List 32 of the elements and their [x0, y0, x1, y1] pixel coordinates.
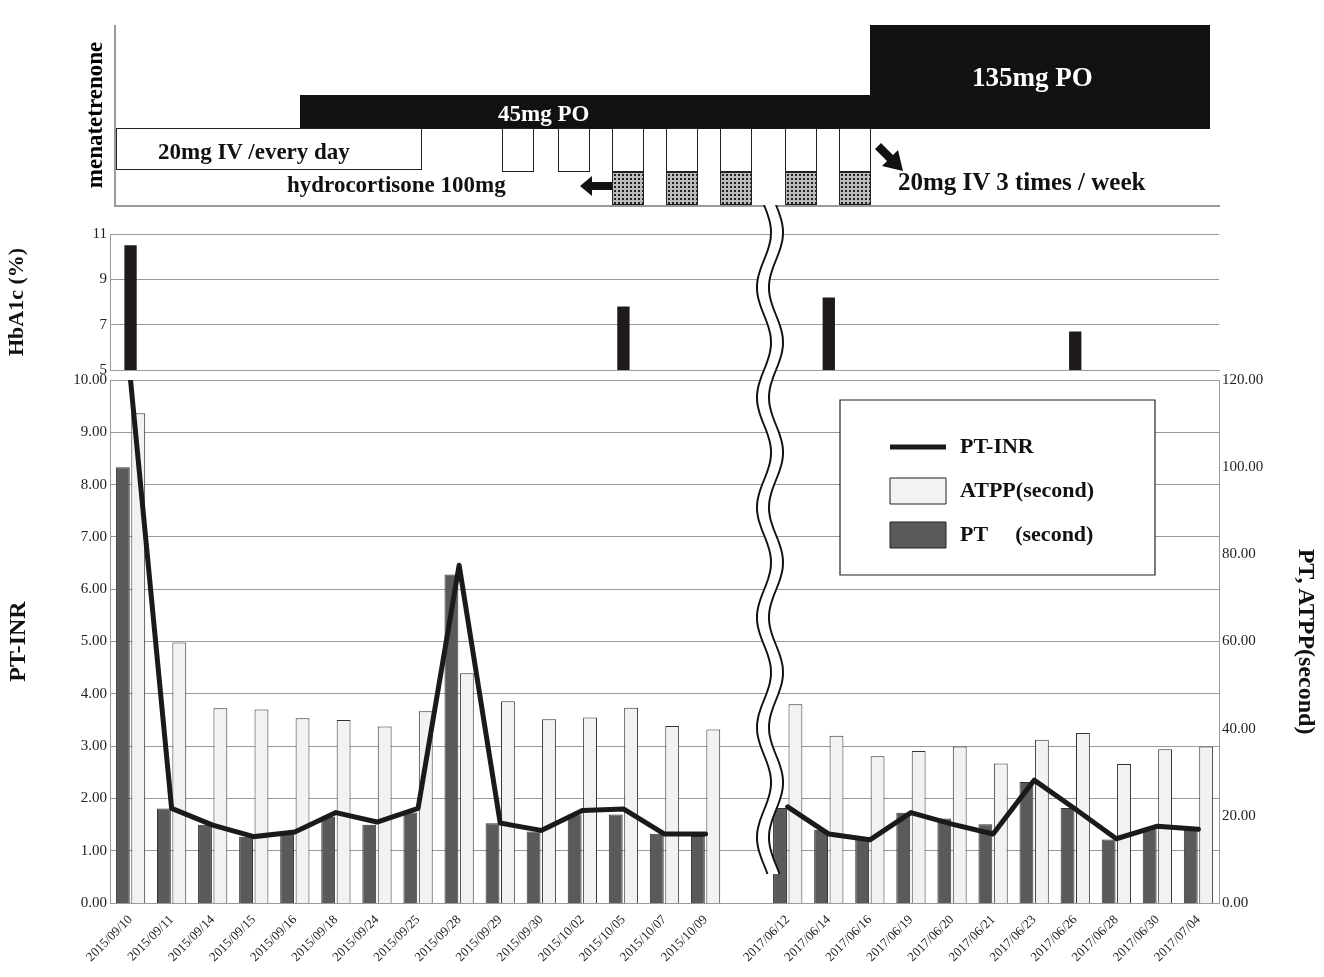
y2-tick-label: 60.00 [1222, 632, 1256, 649]
y-tick-label: 4.00 [80, 684, 107, 701]
y2-tick-label: 40.00 [1222, 719, 1256, 736]
y2-tick-label: 20.00 [1222, 806, 1256, 823]
y-tick-label: 8.00 [80, 475, 107, 492]
y-tick-label: 5.00 [80, 632, 107, 649]
y2-tick-label: 120.00 [1222, 370, 1264, 387]
text: hydrocortisone 100mg [287, 172, 506, 198]
y2-tick-label: 100.00 [1222, 458, 1264, 475]
y-tick-label: 7.00 [80, 527, 107, 544]
text: menatetrenone [82, 41, 108, 189]
y2-axis-title: PT, ATPP(second) [1294, 548, 1321, 735]
y-tick-label: 9.00 [80, 423, 107, 440]
y-tick-label: 11 [92, 224, 107, 241]
y-tick-label: 9 [99, 270, 107, 287]
text: 45mg PO [498, 101, 590, 127]
y-tick-label: 3.00 [80, 737, 107, 754]
y-axis-title: HbA1c (%) [2, 247, 28, 357]
legend-label: PT-INR [960, 432, 1035, 458]
y-tick-label: 7 [99, 315, 108, 332]
y2-tick-label: 80.00 [1222, 545, 1256, 562]
text: 135mg PO [972, 62, 1093, 93]
legend-label: ATPP(second) [960, 476, 1095, 502]
y-tick-label: 6.00 [80, 580, 107, 597]
y-tick-label: 1.00 [80, 841, 107, 858]
y-tick-label: 2.00 [80, 789, 107, 806]
y2-tick-label: 0.00 [1222, 894, 1249, 911]
y-axis-title: PT-INR [3, 600, 30, 682]
text: 20mg IV /every day [158, 139, 350, 165]
y-tick-label: 0.00 [80, 894, 107, 911]
legend-label: PT (second) [960, 520, 1094, 546]
text: 20mg IV 3 times / week [898, 168, 1146, 196]
